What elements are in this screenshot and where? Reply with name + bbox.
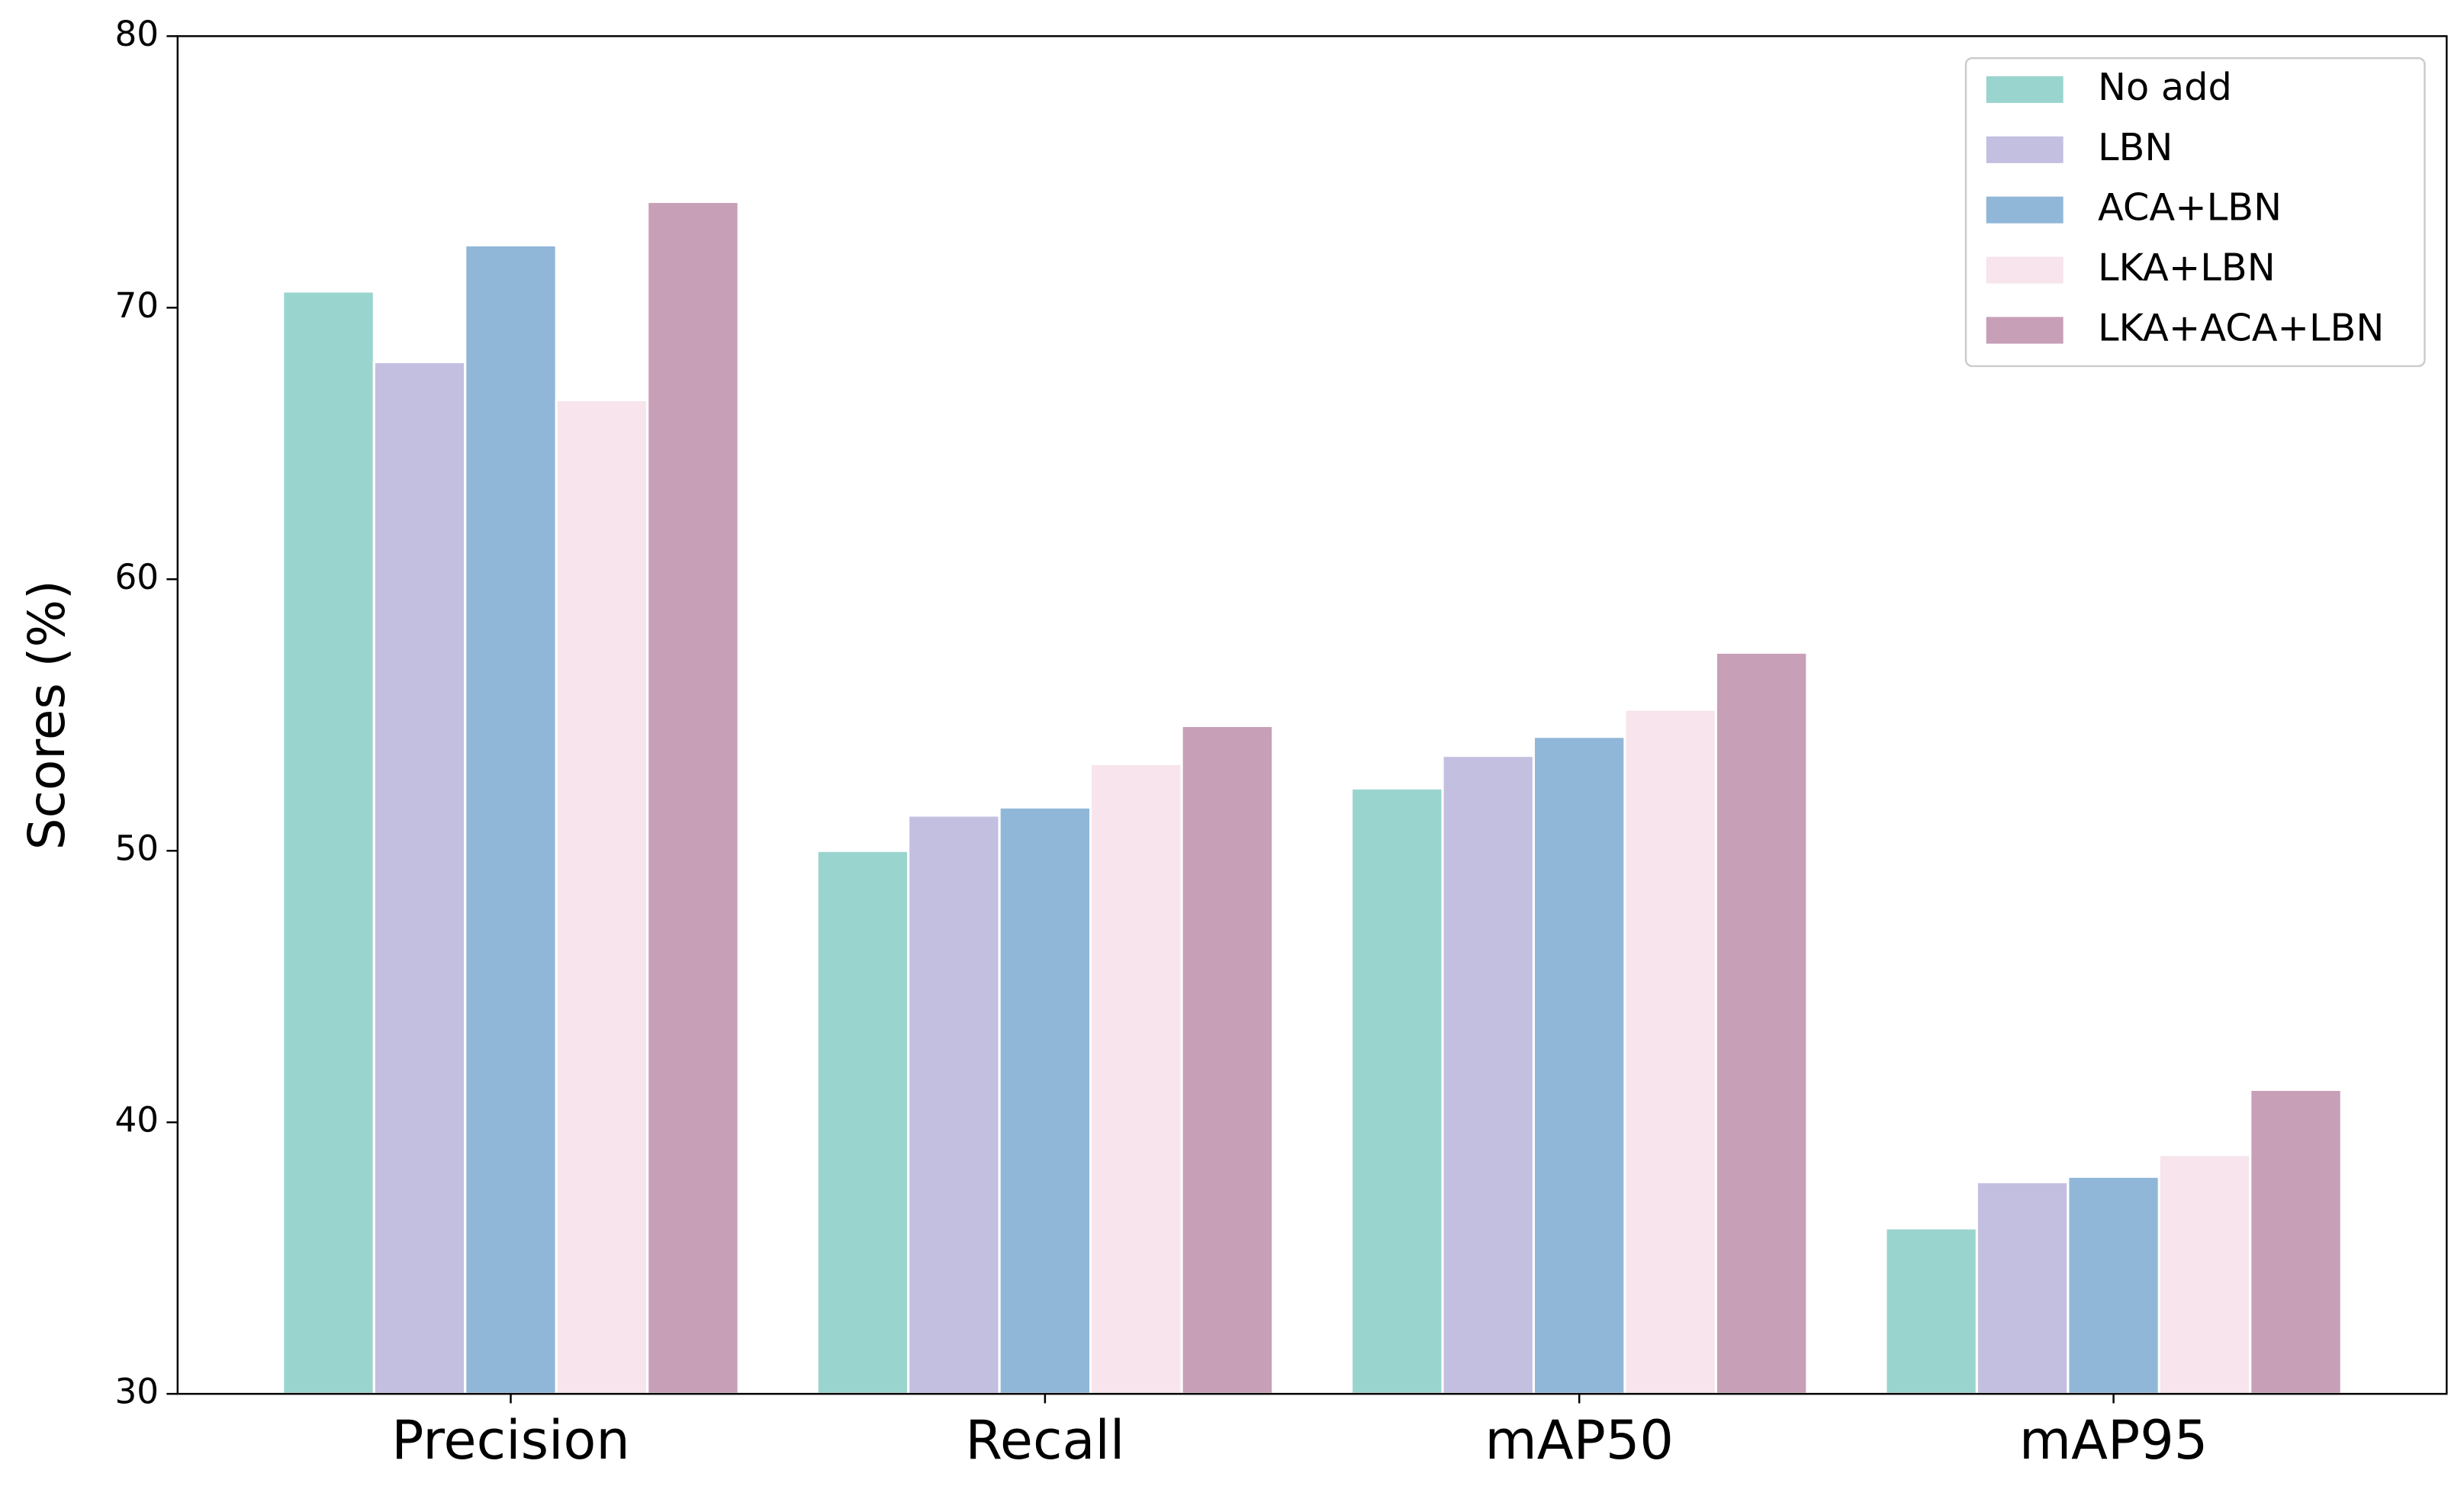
- bar: [1441, 754, 1536, 1395]
- y-tick-label: 60: [114, 557, 159, 597]
- bar: [907, 814, 1001, 1395]
- y-tick-label: 40: [114, 1100, 159, 1140]
- legend-swatch: [1986, 256, 2064, 284]
- bar: [1350, 787, 1444, 1395]
- legend-label: LKA+ACA+LBN: [2098, 305, 2384, 349]
- y-tick-label: 30: [114, 1372, 159, 1412]
- legend-frame: [1964, 56, 2426, 368]
- bar: [2067, 1175, 2160, 1395]
- y-tick-label: 50: [114, 828, 159, 869]
- bar: [2249, 1088, 2343, 1395]
- x-tick-label: mAP50: [1485, 1409, 1674, 1472]
- bar: [1532, 735, 1626, 1395]
- legend-swatch: [1986, 136, 2064, 163]
- bar: [1975, 1180, 2070, 1395]
- bar: [1714, 651, 1809, 1395]
- y-tick-label: 80: [114, 14, 159, 54]
- bar: [372, 360, 467, 1395]
- bar: [2157, 1153, 2252, 1395]
- plot-frame: [176, 35, 2448, 1395]
- bar: [1089, 762, 1183, 1395]
- legend-swatch: [1986, 196, 2064, 224]
- y-axis-label: Scores (%): [18, 580, 76, 850]
- bar: [815, 849, 910, 1395]
- bar: [998, 806, 1092, 1395]
- y-tick-label: 70: [114, 285, 159, 326]
- bar: [1884, 1227, 1978, 1395]
- x-tick-label: Precision: [391, 1409, 629, 1472]
- legend-label: LBN: [2098, 125, 2173, 169]
- x-tick-label: Recall: [965, 1409, 1124, 1472]
- legend-label: ACA+LBN: [2098, 185, 2282, 230]
- legend-swatch: [1986, 76, 2064, 103]
- bar: [555, 398, 649, 1395]
- bar: [1623, 708, 1717, 1395]
- x-tick-label: mAP95: [2019, 1409, 2208, 1472]
- bar: [1180, 724, 1275, 1395]
- legend-label: No add: [2098, 65, 2232, 109]
- legend-label: LKA+LBN: [2098, 246, 2276, 290]
- legend-swatch: [1986, 317, 2064, 344]
- bar: [646, 200, 740, 1395]
- bar: [464, 243, 558, 1395]
- bar: [281, 290, 375, 1395]
